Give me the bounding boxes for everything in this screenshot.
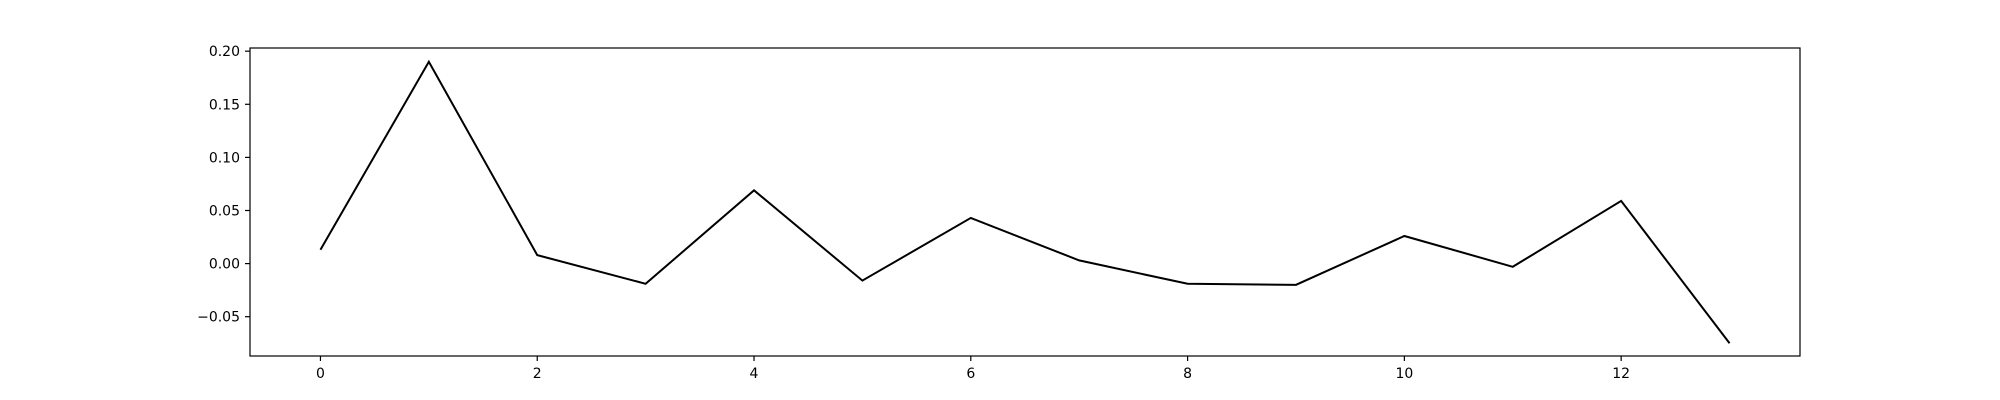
series-layer [319, 59, 1731, 344]
x-tick-label: 0 [316, 366, 325, 382]
x-tick-label: 12 [1612, 366, 1630, 382]
y-tick-label: 0.00 [209, 257, 240, 273]
x-tick-label: 8 [1183, 366, 1192, 382]
y-tick-label: 0.15 [209, 97, 240, 113]
y-tick-label: 0.20 [209, 44, 240, 60]
x-axis: 0 2 4 6 8 10 12 [316, 356, 1630, 382]
y-tick-label: −0.05 [197, 310, 240, 326]
x-tick-label: 4 [750, 366, 759, 382]
y-axis: −0.05 0.00 0.05 0.10 0.15 0.20 [197, 44, 250, 326]
x-tick-label: 6 [966, 366, 975, 382]
y-tick-label: 0.10 [209, 150, 240, 166]
x-tick-label: 10 [1395, 366, 1413, 382]
series-line [319, 59, 1731, 344]
y-tick-label: 0.05 [209, 203, 240, 219]
x-tick-label: 2 [533, 366, 542, 382]
plot-frame [249, 47, 1801, 357]
